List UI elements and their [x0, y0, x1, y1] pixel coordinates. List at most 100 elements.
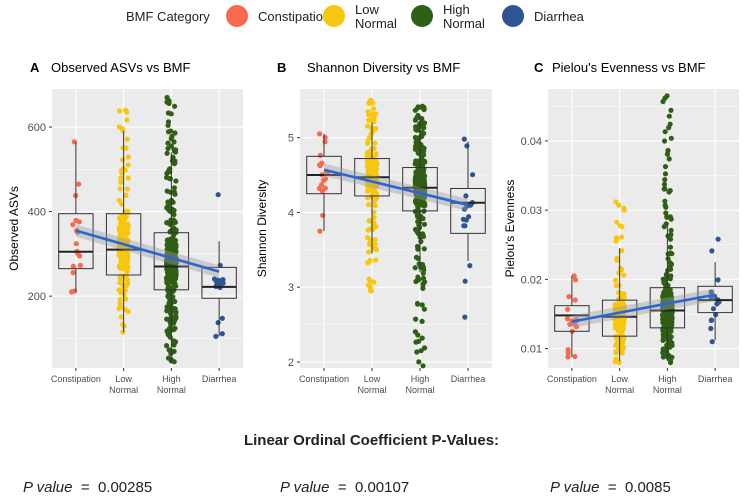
data-point	[572, 297, 578, 303]
data-point	[124, 109, 130, 115]
data-point	[317, 152, 323, 158]
data-point	[665, 282, 671, 288]
x-tick-label: Normal	[653, 385, 682, 395]
data-point	[414, 349, 420, 355]
trend-line	[571, 293, 716, 323]
data-point	[164, 277, 170, 283]
data-point	[666, 156, 672, 162]
data-point	[413, 180, 419, 186]
data-point	[123, 282, 129, 289]
data-point	[164, 308, 170, 314]
data-point	[366, 202, 372, 208]
data-point	[370, 106, 377, 112]
data-point	[370, 246, 376, 252]
data-point	[118, 289, 124, 295]
data-point	[421, 158, 428, 164]
data-point	[171, 185, 177, 191]
data-point	[124, 186, 130, 192]
data-point	[421, 221, 428, 227]
data-point	[412, 226, 419, 233]
y-axis-label: Observed ASVs	[7, 186, 21, 271]
data-point	[119, 201, 125, 207]
data-point	[421, 246, 427, 252]
data-point	[165, 293, 171, 299]
data-point	[416, 359, 422, 365]
data-point	[614, 219, 620, 225]
panel-c-pielou-evenness: C Pielou's Evenness vs BMF 0.01 0.02 0.03 0.0…	[503, 60, 739, 395]
pvalue-b: P value = 0.00107	[280, 479, 409, 496]
legend-label-high-normal-line1: High	[443, 2, 470, 17]
data-point	[124, 117, 130, 123]
data-point	[320, 212, 326, 218]
y-tick-label: 0.04	[521, 136, 542, 148]
pvalue-b-equals: =	[337, 479, 347, 496]
data-point	[467, 263, 473, 269]
data-point	[168, 128, 174, 134]
data-point	[366, 249, 372, 255]
legend-label-constipation: Constipation	[258, 9, 331, 24]
data-point	[420, 104, 426, 110]
data-point	[621, 207, 627, 213]
data-point	[120, 127, 126, 133]
data-point	[667, 341, 674, 347]
data-point	[417, 174, 423, 180]
data-point	[120, 321, 126, 327]
x-tick-label: High	[162, 374, 181, 384]
data-point	[124, 136, 130, 142]
data-point	[373, 170, 379, 177]
data-point	[665, 233, 671, 239]
data-point	[367, 241, 373, 247]
data-point	[565, 347, 571, 353]
data-point	[317, 228, 323, 234]
data-point	[662, 186, 668, 192]
data-point	[617, 318, 623, 324]
data-point	[372, 203, 378, 209]
x-tick-label: Normal	[109, 385, 138, 395]
data-point	[366, 168, 372, 174]
data-point	[665, 251, 671, 257]
box	[201, 266, 237, 299]
box	[153, 232, 190, 291]
data-point	[414, 201, 420, 207]
data-point	[414, 114, 420, 120]
data-point	[662, 198, 668, 204]
data-point	[367, 226, 373, 232]
x-tick-label: Normal	[357, 385, 386, 395]
data-point	[415, 255, 421, 261]
data-point	[166, 98, 172, 104]
data-point	[413, 316, 419, 322]
data-point	[420, 264, 427, 270]
data-point	[666, 189, 672, 195]
data-point	[612, 358, 618, 364]
data-point	[165, 122, 171, 128]
data-point	[123, 296, 129, 302]
data-point	[613, 283, 619, 289]
data-point	[713, 312, 719, 318]
y-tick-label: 0.02	[521, 274, 542, 286]
data-point	[369, 118, 375, 124]
y-tick-label: 4	[288, 207, 294, 219]
data-point	[123, 192, 129, 198]
data-point	[168, 111, 174, 117]
pvalue-a-value: 0.00285	[97, 479, 153, 496]
data-point	[173, 178, 179, 184]
data-point	[663, 210, 669, 216]
data-point	[619, 337, 625, 343]
data-point	[421, 125, 427, 131]
pvalue-c: P value = 0.0085	[550, 479, 671, 496]
y-tick-label: 5	[288, 133, 294, 145]
data-point	[565, 306, 571, 312]
data-point	[418, 238, 424, 245]
box	[58, 213, 94, 270]
x-tick-label: Normal	[605, 385, 634, 395]
data-point	[373, 111, 379, 117]
data-point	[365, 235, 371, 241]
data-point	[373, 160, 380, 166]
y-tick-label: 0.03	[521, 205, 542, 217]
data-point	[662, 129, 668, 135]
data-point	[662, 177, 668, 183]
data-point	[614, 340, 620, 347]
legend-label-low-normal: Low Normal	[355, 3, 397, 31]
data-point	[371, 198, 377, 204]
data-point	[668, 296, 674, 302]
